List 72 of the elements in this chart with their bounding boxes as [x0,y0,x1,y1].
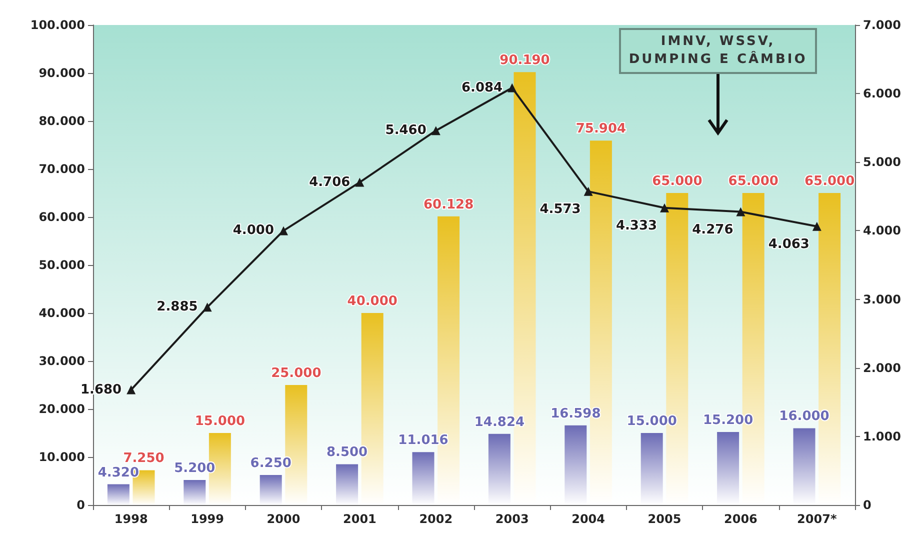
point [736,207,746,216]
data-label: 4.333 [616,218,658,234]
point [431,126,440,136]
data-label: 75.904 [576,122,626,137]
x-tick-label: 2001 [342,512,376,526]
data-label: 65.000 [728,174,778,189]
y2-tick-label: 1.000 [863,429,901,444]
x-tick-label: 2005 [648,512,682,526]
y-tick-label: 60.000 [38,210,85,224]
x-tick-label: 2007* [797,512,838,526]
x-tick-label: 2000 [266,512,300,526]
y-tick-label: 20.000 [38,402,85,416]
y-tick-label: 30.000 [38,354,85,368]
point [279,226,288,236]
y-tick-label: 10.000 [38,450,85,464]
y-tick-label: 70.000 [38,162,85,176]
data-label: 4.063 [768,236,810,252]
point [584,186,593,196]
data-label: 90.190 [500,53,550,68]
y2-tick-label: 7.000 [863,18,901,32]
data-label: 7.250 [123,451,164,466]
data-label: 15.200 [702,413,754,428]
data-label: 40.000 [347,294,398,309]
y-tick-label: 100.000 [30,18,85,32]
data-label: 6.250 [250,456,292,471]
bar [184,480,206,505]
point [202,302,212,312]
y-tick-label: 50.000 [38,258,85,272]
data-label: 6.084 [461,80,503,96]
data-label: 4.573 [540,202,581,217]
x-tick-label: 2002 [419,512,453,526]
y-tick-label: 40.000 [38,306,85,320]
bar [260,475,282,505]
x-tick-label: 1999 [190,512,224,526]
y2-tick-label: 6.000 [863,86,901,101]
data-label: 5.460 [385,123,426,138]
y2-tick-label: 5.000 [863,155,901,170]
point [355,178,364,187]
data-label: 4.706 [309,174,350,190]
bar [336,464,358,505]
data-label: 15.000 [194,414,246,429]
point [812,222,822,231]
x-tick-label: 2006 [724,512,758,526]
y-tick-label: 80.000 [38,114,85,128]
data-label: 15.000 [626,414,677,429]
data-label: 14.824 [474,414,525,430]
x-tick-label: 2004 [572,512,606,526]
data-label: 16.598 [550,406,601,422]
data-label: 4.000 [232,223,274,238]
point [126,385,136,394]
y2-tick-label: 4.000 [863,224,901,238]
x-tick-label: 1998 [114,512,148,526]
point [508,83,517,92]
data-label: 2.885 [156,300,198,315]
y-tick-label: 90.000 [38,66,85,80]
y-tick-label: 0 [76,498,85,512]
data-label: 8.500 [326,445,368,460]
annotation: IMNV, WSSV, DUMPING E CÂMBIO [618,28,818,74]
y2-tick-label: 3.000 [863,292,901,306]
data-label: 4.276 [692,222,734,238]
data-label: 25.000 [271,366,322,381]
point [660,203,669,212]
bar [412,452,434,505]
y2-tick-label: 0 [863,498,872,512]
data-label: 16.000 [779,409,830,424]
x-tick-label: 2003 [495,512,529,526]
data-label: 60.128 [423,197,474,212]
data-label: 11.016 [398,433,448,448]
y2-tick-label: 2.000 [863,360,901,375]
data-label: 65.000 [804,174,855,189]
bar [107,484,130,505]
data-label: 65.000 [652,174,702,189]
